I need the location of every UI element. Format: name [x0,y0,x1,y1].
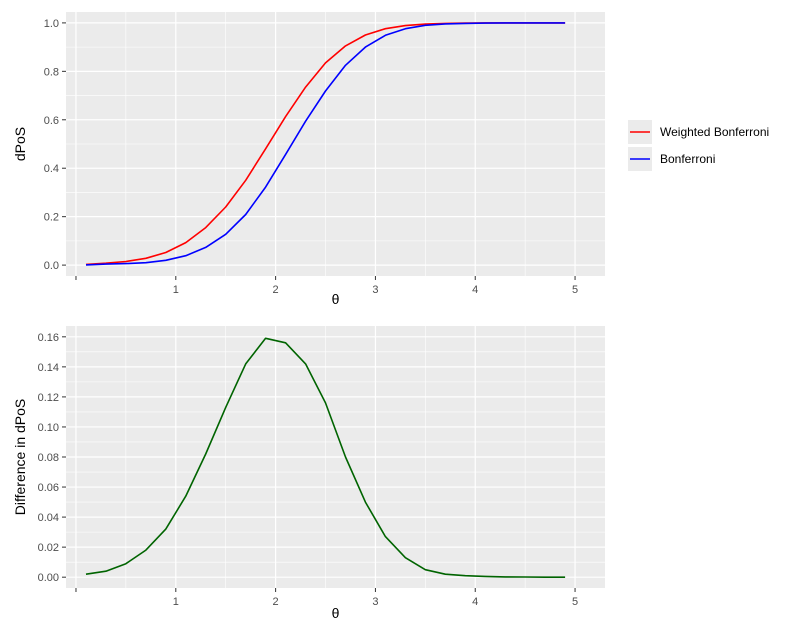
y-tick-label: 0.12 [38,392,59,404]
y-tick-label: 0.8 [44,66,59,78]
y-axis-title: dPoS [12,127,28,161]
y-tick-label: 0.06 [38,482,59,494]
x-tick-label: 4 [472,596,478,608]
series-line-difference [85,337,566,579]
x-tick-label: 3 [372,284,378,296]
x-tick-label: 5 [572,596,578,608]
legend-item: Bonferroni [628,147,715,171]
y-axis-title: Difference in dPoS [12,399,28,515]
legend-label: Weighted Bonferroni [660,125,769,139]
y-tick-label: 0.04 [38,512,59,524]
x-tick-label: 5 [572,284,578,296]
x-tick-label: 2 [273,284,279,296]
y-tick-label: 0.16 [38,332,59,344]
bottom-line-chart: 0.00 0.02 0.04 0.06 0.08 0.10 0.12 0.14 0.16 1 2 3 4… [12,326,605,621]
x-axis-title: θ [332,605,340,621]
x-tick-label: 3 [372,596,378,608]
y-tick-label: 0.08 [38,452,59,464]
series-line-bonferroni [85,22,566,266]
legend-item: Weighted Bonferroni [628,120,769,144]
y-tick-label: 0.4 [44,163,59,175]
top-line-chart: 0.0 0.2 0.4 0.6 0.8 1.0 1 2 3 4 5 θ dPoS [12,12,605,307]
x-tick-label: 2 [273,596,279,608]
y-tick-label: 0.0 [44,260,59,272]
x-tick-label: 4 [472,284,478,296]
y-tick-label: 0.10 [38,422,59,434]
legend: Weighted Bonferroni Bonferroni [628,120,769,171]
x-tick-label: 1 [173,596,179,608]
y-tick-label: 0.00 [38,572,59,584]
y-tick-label: 0.6 [44,115,59,127]
y-tick-label: 0.2 [44,212,59,224]
legend-label: Bonferroni [660,152,715,166]
y-tick-label: 1.0 [44,18,59,30]
x-tick-label: 1 [173,284,179,296]
y-tick-label: 0.14 [38,362,59,374]
y-tick-label: 0.02 [38,542,59,554]
x-axis-title: θ [332,291,340,307]
